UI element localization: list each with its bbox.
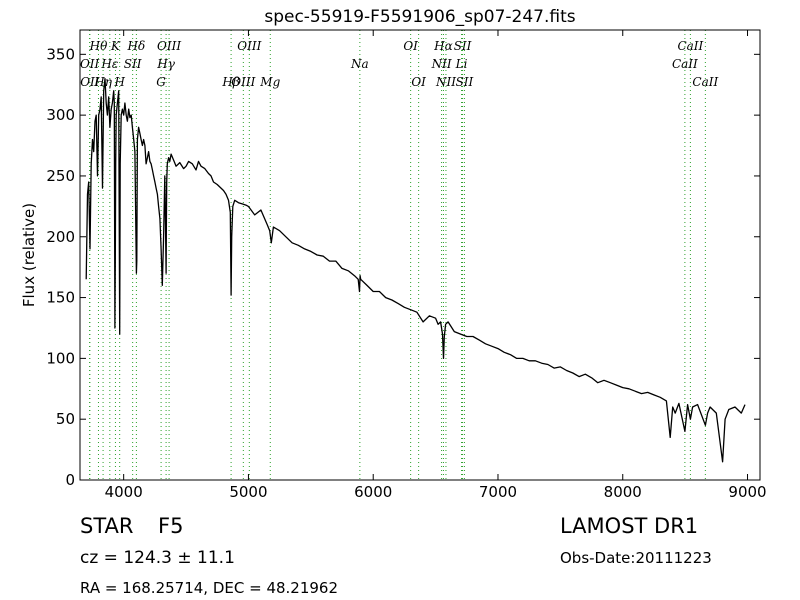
marker-label: OI <box>411 75 426 89</box>
y-axis-label: Flux (relative) <box>20 203 38 307</box>
marker-label: H <box>113 75 125 89</box>
x-tick-label: 8000 <box>604 483 642 500</box>
y-tick-label: 200 <box>46 228 75 246</box>
x-tick-label: 9000 <box>728 483 766 500</box>
marker-label: Li <box>455 57 468 71</box>
x-tick-label: 6000 <box>354 483 392 500</box>
marker-label: SII <box>124 57 142 71</box>
chart-title: spec-55919-F5591906_sp07-247.fits <box>264 7 575 27</box>
marker-label: G <box>156 75 166 89</box>
marker-label: CaII <box>677 39 703 53</box>
marker-label: SII <box>454 39 472 53</box>
coordinates-text: RA = 168.25714, DEC = 48.21962 <box>80 579 339 597</box>
y-tick-label: 100 <box>46 349 75 367</box>
marker-label: OI <box>403 39 418 53</box>
y-tick-label: 0 <box>65 471 75 489</box>
marker-label: Hε <box>100 57 118 71</box>
spectrum-line <box>85 77 746 463</box>
spectrum-chart: spec-55919-F5591906_sp07-247.fits Hθ K Hδ OI… <box>20 7 767 500</box>
y-tick-label: 150 <box>46 289 75 307</box>
marker-label: OII <box>80 75 100 89</box>
marker-label: NII <box>431 57 452 71</box>
marker-label: Hβ <box>221 75 239 89</box>
marker-label: NII <box>435 75 456 89</box>
marker-label: K <box>110 39 121 53</box>
observation-date: Obs-Date:20111223 <box>560 549 712 567</box>
marker-label: Mg <box>259 75 280 89</box>
y-tick-label: 250 <box>46 167 75 185</box>
y-tick-label: 50 <box>56 410 75 428</box>
marker-label: OII <box>80 57 100 71</box>
y-tick-label: 350 <box>46 45 75 63</box>
x-tick-label: 7000 <box>479 483 517 500</box>
object-subclass: F5 <box>158 514 184 538</box>
x-tick-label: 5000 <box>229 483 267 500</box>
x-tick-label: 4000 <box>105 483 143 500</box>
marker-label: CaII <box>692 75 718 89</box>
marker-label: Hη <box>93 75 112 89</box>
redshift-text: cz = 124.3 ± 11.1 <box>80 548 235 568</box>
marker-label: CaII <box>672 57 698 71</box>
marker-label: OIII <box>231 75 255 89</box>
marker-label: Hγ <box>156 57 175 71</box>
marker-label: OIII <box>237 39 261 53</box>
marker-label: Hθ <box>89 39 108 53</box>
marker-label: Hα <box>433 39 453 53</box>
survey-name: LAMOST DR1 <box>560 514 699 538</box>
plot-frame <box>79 29 761 481</box>
marker-label: Hδ <box>127 39 146 53</box>
marker-label: OIII <box>157 39 181 53</box>
marker-label: SII <box>456 75 474 89</box>
marker-label: Na <box>350 57 369 71</box>
object-class: STAR <box>80 514 134 538</box>
y-tick-label: 300 <box>46 106 75 124</box>
